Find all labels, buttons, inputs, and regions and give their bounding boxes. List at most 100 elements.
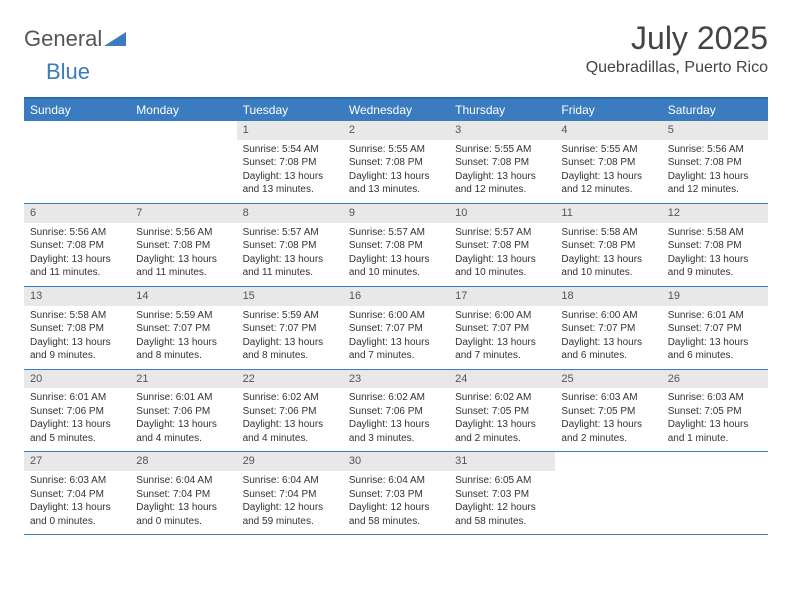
daylight-line-2: and 13 minutes.: [243, 183, 337, 197]
day-number: 31: [449, 452, 555, 471]
daylight-line-2: and 6 minutes.: [561, 349, 655, 363]
daylight-line-2: and 8 minutes.: [136, 349, 230, 363]
daylight-line-2: and 12 minutes.: [668, 183, 762, 197]
sunrise-line: Sunrise: 6:04 AM: [243, 474, 337, 488]
daylight-line-1: Daylight: 13 hours: [136, 336, 230, 350]
daylight-line-2: and 58 minutes.: [349, 515, 443, 529]
daylight-line-2: and 58 minutes.: [455, 515, 549, 529]
daylight-line-1: Daylight: 13 hours: [243, 170, 337, 184]
weekday-header-row: SundayMondayTuesdayWednesdayThursdayFrid…: [24, 99, 768, 121]
day-number: 10: [449, 204, 555, 223]
daylight-line-1: Daylight: 13 hours: [349, 253, 443, 267]
day-cell: 31Sunrise: 6:05 AMSunset: 7:03 PMDayligh…: [449, 452, 555, 534]
daylight-line-1: Daylight: 13 hours: [668, 170, 762, 184]
sunset-line: Sunset: 7:03 PM: [455, 488, 549, 502]
sunrise-line: Sunrise: 5:58 AM: [561, 226, 655, 240]
sunset-line: Sunset: 7:04 PM: [243, 488, 337, 502]
sunrise-line: Sunrise: 5:56 AM: [136, 226, 230, 240]
daylight-line-2: and 2 minutes.: [455, 432, 549, 446]
day-details: Sunrise: 6:02 AMSunset: 7:05 PMDaylight:…: [449, 388, 555, 451]
daylight-line-2: and 12 minutes.: [455, 183, 549, 197]
daylight-line-1: Daylight: 13 hours: [455, 170, 549, 184]
week-row: 27Sunrise: 6:03 AMSunset: 7:04 PMDayligh…: [24, 452, 768, 535]
day-details: Sunrise: 6:02 AMSunset: 7:06 PMDaylight:…: [343, 388, 449, 451]
day-number: 14: [130, 287, 236, 306]
triangle-icon: [104, 26, 126, 52]
sunset-line: Sunset: 7:05 PM: [455, 405, 549, 419]
sunrise-line: Sunrise: 5:57 AM: [243, 226, 337, 240]
daylight-line-2: and 7 minutes.: [455, 349, 549, 363]
daylight-line-2: and 11 minutes.: [243, 266, 337, 280]
sunset-line: Sunset: 7:08 PM: [668, 156, 762, 170]
day-details: Sunrise: 6:02 AMSunset: 7:06 PMDaylight:…: [237, 388, 343, 451]
day-details: Sunrise: 6:04 AMSunset: 7:04 PMDaylight:…: [237, 471, 343, 534]
sunrise-line: Sunrise: 6:03 AM: [30, 474, 124, 488]
sunset-line: Sunset: 7:08 PM: [243, 156, 337, 170]
day-number: 30: [343, 452, 449, 471]
day-details: Sunrise: 5:58 AMSunset: 7:08 PMDaylight:…: [662, 223, 768, 286]
day-cell: 30Sunrise: 6:04 AMSunset: 7:03 PMDayligh…: [343, 452, 449, 534]
daylight-line-2: and 0 minutes.: [136, 515, 230, 529]
sunset-line: Sunset: 7:08 PM: [349, 239, 443, 253]
day-cell: 3Sunrise: 5:55 AMSunset: 7:08 PMDaylight…: [449, 121, 555, 203]
sunrise-line: Sunrise: 5:54 AM: [243, 143, 337, 157]
daylight-line-2: and 5 minutes.: [30, 432, 124, 446]
sunset-line: Sunset: 7:08 PM: [561, 156, 655, 170]
weekday-header: Friday: [555, 99, 661, 121]
day-cell: 25Sunrise: 6:03 AMSunset: 7:05 PMDayligh…: [555, 370, 661, 452]
daylight-line-2: and 13 minutes.: [349, 183, 443, 197]
daylight-line-1: Daylight: 13 hours: [349, 418, 443, 432]
sunset-line: Sunset: 7:08 PM: [668, 239, 762, 253]
day-number: 18: [555, 287, 661, 306]
daylight-line-1: Daylight: 13 hours: [136, 253, 230, 267]
daylight-line-1: Daylight: 12 hours: [455, 501, 549, 515]
day-number: 25: [555, 370, 661, 389]
day-cell: 9Sunrise: 5:57 AMSunset: 7:08 PMDaylight…: [343, 204, 449, 286]
daylight-line-1: Daylight: 13 hours: [243, 336, 337, 350]
daylight-line-2: and 7 minutes.: [349, 349, 443, 363]
daylight-line-1: Daylight: 13 hours: [455, 418, 549, 432]
day-details: Sunrise: 6:03 AMSunset: 7:04 PMDaylight:…: [24, 471, 130, 534]
sunset-line: Sunset: 7:06 PM: [30, 405, 124, 419]
day-cell: .: [555, 452, 661, 534]
daylight-line-2: and 10 minutes.: [455, 266, 549, 280]
daylight-line-1: Daylight: 13 hours: [136, 501, 230, 515]
sunset-line: Sunset: 7:08 PM: [455, 156, 549, 170]
sunset-line: Sunset: 7:08 PM: [243, 239, 337, 253]
day-cell: 26Sunrise: 6:03 AMSunset: 7:05 PMDayligh…: [662, 370, 768, 452]
sunset-line: Sunset: 7:06 PM: [136, 405, 230, 419]
sunset-line: Sunset: 7:08 PM: [30, 239, 124, 253]
daylight-line-2: and 0 minutes.: [30, 515, 124, 529]
day-details: Sunrise: 6:00 AMSunset: 7:07 PMDaylight:…: [555, 306, 661, 369]
day-details: Sunrise: 6:00 AMSunset: 7:07 PMDaylight:…: [449, 306, 555, 369]
day-details: Sunrise: 6:04 AMSunset: 7:04 PMDaylight:…: [130, 471, 236, 534]
sunrise-line: Sunrise: 6:02 AM: [349, 391, 443, 405]
day-cell: 7Sunrise: 5:56 AMSunset: 7:08 PMDaylight…: [130, 204, 236, 286]
daylight-line-2: and 10 minutes.: [349, 266, 443, 280]
sunrise-line: Sunrise: 5:59 AM: [136, 309, 230, 323]
day-details: Sunrise: 6:03 AMSunset: 7:05 PMDaylight:…: [555, 388, 661, 451]
sunrise-line: Sunrise: 5:56 AM: [30, 226, 124, 240]
day-number: 4: [555, 121, 661, 140]
day-number: 17: [449, 287, 555, 306]
day-details: Sunrise: 5:56 AMSunset: 7:08 PMDaylight:…: [24, 223, 130, 286]
day-details: Sunrise: 5:58 AMSunset: 7:08 PMDaylight:…: [24, 306, 130, 369]
daylight-line-1: Daylight: 13 hours: [349, 336, 443, 350]
sunrise-line: Sunrise: 5:58 AM: [668, 226, 762, 240]
day-cell: 17Sunrise: 6:00 AMSunset: 7:07 PMDayligh…: [449, 287, 555, 369]
sunset-line: Sunset: 7:08 PM: [30, 322, 124, 336]
day-details: Sunrise: 6:01 AMSunset: 7:06 PMDaylight:…: [130, 388, 236, 451]
day-details: Sunrise: 6:03 AMSunset: 7:05 PMDaylight:…: [662, 388, 768, 451]
day-number: 23: [343, 370, 449, 389]
day-details: Sunrise: 5:54 AMSunset: 7:08 PMDaylight:…: [237, 140, 343, 203]
sunset-line: Sunset: 7:05 PM: [668, 405, 762, 419]
sunset-line: Sunset: 7:07 PM: [561, 322, 655, 336]
day-cell: 4Sunrise: 5:55 AMSunset: 7:08 PMDaylight…: [555, 121, 661, 203]
sunset-line: Sunset: 7:07 PM: [668, 322, 762, 336]
day-number: 19: [662, 287, 768, 306]
day-cell: 22Sunrise: 6:02 AMSunset: 7:06 PMDayligh…: [237, 370, 343, 452]
sunrise-line: Sunrise: 6:04 AM: [349, 474, 443, 488]
day-cell: 12Sunrise: 5:58 AMSunset: 7:08 PMDayligh…: [662, 204, 768, 286]
sunrise-line: Sunrise: 6:01 AM: [668, 309, 762, 323]
day-number: 11: [555, 204, 661, 223]
